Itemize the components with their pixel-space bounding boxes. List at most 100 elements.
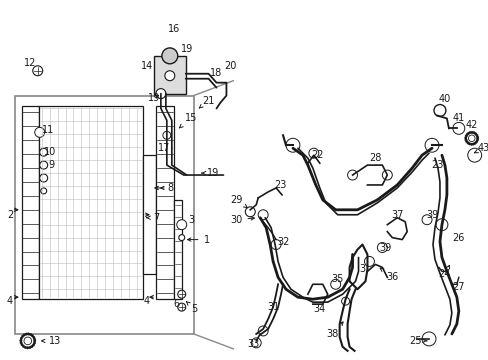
Circle shape xyxy=(40,161,47,169)
Circle shape xyxy=(20,337,22,339)
Circle shape xyxy=(466,142,468,144)
Circle shape xyxy=(33,336,35,338)
Text: 40: 40 xyxy=(438,94,450,104)
Text: 30: 30 xyxy=(230,215,254,225)
Circle shape xyxy=(251,338,261,348)
Circle shape xyxy=(31,345,33,348)
Circle shape xyxy=(33,66,42,76)
Circle shape xyxy=(308,148,318,158)
Bar xyxy=(15,96,193,334)
Circle shape xyxy=(162,48,178,64)
Circle shape xyxy=(21,335,23,338)
Circle shape xyxy=(464,139,466,141)
Text: 15: 15 xyxy=(179,113,197,128)
Circle shape xyxy=(475,139,478,141)
Text: 37: 37 xyxy=(390,210,403,220)
Text: 23: 23 xyxy=(273,180,285,190)
Circle shape xyxy=(470,131,472,134)
Text: 35: 35 xyxy=(331,274,343,284)
Text: 34: 34 xyxy=(313,304,325,314)
Circle shape xyxy=(270,240,281,249)
Circle shape xyxy=(377,243,386,252)
Circle shape xyxy=(465,133,468,136)
Circle shape xyxy=(421,332,435,346)
Circle shape xyxy=(23,334,25,336)
Circle shape xyxy=(179,235,184,240)
Circle shape xyxy=(364,256,374,266)
Text: 7: 7 xyxy=(146,213,159,223)
Bar xyxy=(39,105,142,299)
Circle shape xyxy=(475,137,478,139)
Text: 19: 19 xyxy=(202,168,219,178)
Circle shape xyxy=(465,140,467,143)
Circle shape xyxy=(40,148,47,156)
Circle shape xyxy=(32,344,35,346)
Text: 13: 13 xyxy=(41,336,61,346)
Circle shape xyxy=(24,337,32,345)
Circle shape xyxy=(464,135,467,137)
Circle shape xyxy=(245,207,255,217)
Text: 42: 42 xyxy=(465,120,477,130)
Text: 9: 9 xyxy=(48,160,55,170)
Circle shape xyxy=(33,338,36,341)
Text: 14: 14 xyxy=(141,61,153,71)
Circle shape xyxy=(285,138,299,152)
Circle shape xyxy=(27,333,29,335)
Circle shape xyxy=(29,346,31,349)
Text: 27: 27 xyxy=(452,282,464,292)
Text: 16: 16 xyxy=(167,24,180,34)
Circle shape xyxy=(473,142,475,144)
Text: 28: 28 xyxy=(368,153,381,163)
Text: 3: 3 xyxy=(188,215,194,225)
Circle shape xyxy=(468,143,470,145)
Text: 3: 3 xyxy=(359,264,365,274)
Circle shape xyxy=(467,132,469,134)
Text: 39: 39 xyxy=(425,210,437,220)
Text: 32: 32 xyxy=(276,237,288,247)
Circle shape xyxy=(475,134,477,136)
Text: 12: 12 xyxy=(23,58,36,68)
Circle shape xyxy=(21,343,23,346)
Circle shape xyxy=(33,342,36,344)
Circle shape xyxy=(178,303,185,311)
Circle shape xyxy=(164,71,174,81)
Text: 31: 31 xyxy=(266,302,279,312)
Circle shape xyxy=(433,104,445,116)
Circle shape xyxy=(20,342,22,344)
Circle shape xyxy=(475,136,478,138)
Circle shape xyxy=(382,170,391,180)
Circle shape xyxy=(347,170,357,180)
Circle shape xyxy=(258,326,267,336)
Text: 38: 38 xyxy=(326,322,343,339)
Circle shape xyxy=(472,132,474,134)
Circle shape xyxy=(471,143,474,145)
Text: 2: 2 xyxy=(7,210,13,220)
Text: 20: 20 xyxy=(224,61,236,71)
Circle shape xyxy=(468,135,474,141)
Text: 18: 18 xyxy=(210,68,222,78)
Circle shape xyxy=(29,333,32,336)
Bar xyxy=(173,200,182,299)
Circle shape xyxy=(156,89,165,99)
Circle shape xyxy=(258,210,267,220)
Text: 5: 5 xyxy=(186,302,197,314)
Circle shape xyxy=(178,290,185,298)
Text: 29: 29 xyxy=(230,195,247,208)
Text: 33: 33 xyxy=(246,339,259,349)
Circle shape xyxy=(468,131,470,134)
Bar xyxy=(142,155,156,274)
Text: 36: 36 xyxy=(380,268,398,282)
Text: 4: 4 xyxy=(143,296,150,306)
Circle shape xyxy=(40,174,47,182)
Text: 25: 25 xyxy=(408,336,426,346)
Circle shape xyxy=(424,138,438,152)
Bar xyxy=(156,105,173,299)
Circle shape xyxy=(464,137,466,139)
Text: 43: 43 xyxy=(473,143,488,153)
Bar xyxy=(22,105,39,299)
Text: 17: 17 xyxy=(157,143,170,153)
Circle shape xyxy=(469,143,472,145)
Circle shape xyxy=(41,188,46,194)
Circle shape xyxy=(330,279,340,289)
Text: 1: 1 xyxy=(187,235,209,244)
